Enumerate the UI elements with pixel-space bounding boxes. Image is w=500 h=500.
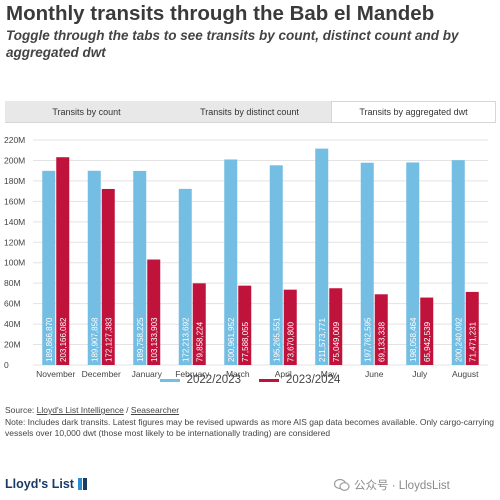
bar-2023-2024[interactable] <box>56 157 70 365</box>
data-label: 75,049,009 <box>332 321 341 362</box>
y-tick-label: 160M <box>4 196 25 206</box>
data-label: 197,762,595 <box>363 317 372 362</box>
x-tick-label: November <box>36 369 75 379</box>
data-label: 71,471,231 <box>468 321 477 362</box>
source-link-lloyds-list-intelligence[interactable]: Lloyd's List Intelligence <box>36 405 124 415</box>
bar-2022-2023[interactable] <box>87 170 101 365</box>
source-prefix: Source: <box>5 405 37 415</box>
lloyds-list-logo: Lloyd's List <box>5 477 89 491</box>
y-tick-label: 80M <box>4 278 21 288</box>
x-tick-label: February <box>175 369 210 379</box>
y-tick-label: 200M <box>4 155 25 165</box>
bar-2023-2024[interactable] <box>283 289 297 365</box>
y-tick-label: 0 <box>4 360 9 370</box>
tab-bar: Transits by count Transits by distinct c… <box>5 101 496 123</box>
x-tick-label: March <box>226 369 250 379</box>
data-label: 69,133,338 <box>377 321 386 362</box>
y-tick-label: 220M <box>4 135 25 145</box>
bar-2022-2023[interactable] <box>360 162 374 365</box>
bar-2023-2024[interactable] <box>238 285 252 365</box>
x-tick-label: December <box>82 369 121 379</box>
y-tick-label: 180M <box>4 176 25 186</box>
bar-2022-2023[interactable] <box>406 162 420 365</box>
data-label: 79,858,224 <box>195 321 204 362</box>
bar-2023-2024[interactable] <box>420 297 434 365</box>
bar-2022-2023[interactable] <box>451 160 465 365</box>
source-line: Source: Lloyd's List Intelligence / Seas… <box>5 405 179 415</box>
data-label: 203,166,082 <box>59 317 68 362</box>
source-link-seasearcher[interactable]: Seasearcher <box>130 405 180 415</box>
page-subtitle: Toggle through the tabs to see transits … <box>6 28 459 60</box>
bar-chart: 0 20M 40M 60M 80M 100M 120M 140M 160M 180M 200M 220… <box>4 135 488 379</box>
logo-mark-icon <box>77 478 87 490</box>
data-label: 189,866,870 <box>45 317 54 362</box>
data-label: 77,588,055 <box>241 321 250 362</box>
legend-item-2022[interactable]: 2022/2023 <box>159 374 241 386</box>
bar-2023-2024[interactable] <box>147 259 161 365</box>
y-tick-label: 60M <box>4 299 21 309</box>
legend-item-2023[interactable]: 2023/2024 <box>259 374 340 386</box>
chart-legend: 2022/2023 2023/2024 <box>0 372 500 388</box>
source-separator: / <box>123 405 131 415</box>
data-label: 200,240,092 <box>454 317 463 362</box>
x-tick-label: July <box>412 369 428 379</box>
bar-2023-2024[interactable] <box>465 291 479 365</box>
y-tick-label: 140M <box>4 217 25 227</box>
wechat-watermark: 公众号 · LloydsList <box>334 477 450 493</box>
data-label: 211,573,771 <box>318 318 327 362</box>
x-tick-label: May <box>321 369 338 379</box>
data-label: 189,907,858 <box>90 317 99 362</box>
bar-2022-2023[interactable] <box>178 188 192 365</box>
data-label: 172,213,692 <box>181 317 190 362</box>
bar-2023-2024[interactable] <box>374 294 388 365</box>
data-label: 103,133,903 <box>150 317 159 362</box>
wechat-icon <box>334 478 350 491</box>
y-tick-label: 20M <box>4 340 21 350</box>
watermark-text: 公众号 · LloydsList <box>354 480 450 492</box>
legend-swatch-2023 <box>259 378 279 382</box>
x-tick-label: August <box>452 369 479 379</box>
chart-note: Note: Includes dark transits. Latest fig… <box>5 417 494 438</box>
data-label: 200,961,952 <box>227 317 236 362</box>
data-label: 172,127,383 <box>104 317 113 362</box>
y-tick-label: 40M <box>4 319 21 329</box>
legend-label-2023: 2023/2024 <box>286 374 341 386</box>
bar-2022-2023[interactable] <box>269 165 283 365</box>
bar-2022-2023[interactable] <box>315 148 329 365</box>
bar-2023-2024[interactable] <box>192 283 206 365</box>
x-tick-label: April <box>275 369 292 379</box>
tab-transits-by-count[interactable]: Transits by count <box>52 106 121 117</box>
bar-2022-2023[interactable] <box>224 159 238 365</box>
bar-2023-2024[interactable] <box>329 288 343 365</box>
page-title: Monthly transits through the Bab el Mand… <box>6 2 435 25</box>
legend-label-2022: 2022/2023 <box>186 374 241 386</box>
x-tick-label: June <box>365 369 384 379</box>
legend-swatch-2022 <box>159 378 180 382</box>
tab-transits-by-distinct-count[interactable]: Transits by distinct count <box>200 106 299 117</box>
tab-transits-by-aggregated-dwt[interactable]: Transits by aggregated dwt <box>331 101 496 122</box>
data-label: 195,265,551 <box>272 317 281 362</box>
bar-2022-2023[interactable] <box>42 170 56 365</box>
bar-2022-2023[interactable] <box>133 170 147 365</box>
data-label: 73,670,800 <box>286 321 295 362</box>
y-tick-label: 100M <box>4 258 25 268</box>
data-label: 189,758,225 <box>136 317 145 362</box>
y-tick-label: 120M <box>4 237 25 247</box>
x-tick-label: January <box>132 369 163 379</box>
logo-text: Lloyd's List <box>5 477 74 491</box>
data-label: 198,058,464 <box>409 317 418 362</box>
data-label: 65,942,539 <box>423 321 432 362</box>
bar-2023-2024[interactable] <box>101 188 115 365</box>
